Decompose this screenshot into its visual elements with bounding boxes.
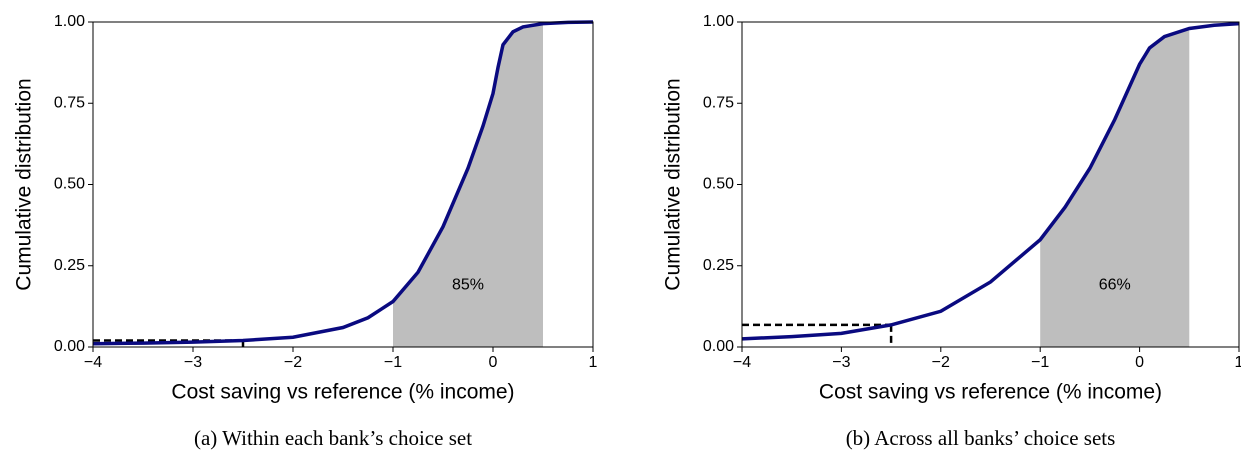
cdf-line [741, 21, 1240, 341]
x-tick-label: −4 [733, 354, 751, 371]
shaded-area [1040, 28, 1190, 347]
y-axis-label: Cumulative distribution [13, 78, 36, 290]
x-tick-label: −2 [932, 354, 950, 371]
y-tick-label: 0.75 [703, 94, 734, 111]
x-tick-label: −3 [832, 354, 850, 371]
y-axis-label: Cumulative distribution [662, 78, 685, 290]
x-tick-label: −3 [184, 354, 202, 371]
y-tick-label: 0.25 [703, 257, 734, 274]
x-axis-label: Cost saving vs reference (% income) [171, 381, 514, 404]
caption: (b) Across all banks’ choice sets [846, 426, 1116, 450]
annotation: 66% [1099, 276, 1131, 293]
x-tick-label: −4 [84, 354, 102, 371]
y-tick-label: 0.75 [54, 94, 85, 111]
y-tick-label: 0.00 [703, 338, 734, 355]
x-tick-label: 1 [589, 354, 598, 371]
x-tick-label: 0 [489, 354, 498, 371]
y-tick-label: 1.00 [703, 13, 734, 30]
y-tick-label: 0.50 [54, 176, 85, 193]
annotation: 85% [452, 276, 484, 293]
x-tick-label: −1 [1031, 354, 1049, 371]
shaded-area [393, 23, 543, 347]
cdf-line [92, 20, 594, 346]
x-tick-label: 0 [1135, 354, 1144, 371]
y-tick-label: 0.00 [54, 338, 85, 355]
y-tick-label: 0.50 [703, 176, 734, 193]
x-tick-label: −1 [384, 354, 402, 371]
x-axis-label: Cost saving vs reference (% income) [819, 381, 1162, 404]
y-tick-label: 1.00 [54, 13, 85, 30]
x-tick-label: −2 [284, 354, 302, 371]
caption: (a) Within each bank’s choice set [194, 426, 472, 450]
x-tick-label: 1 [1235, 354, 1241, 371]
y-tick-label: 0.25 [54, 257, 85, 274]
